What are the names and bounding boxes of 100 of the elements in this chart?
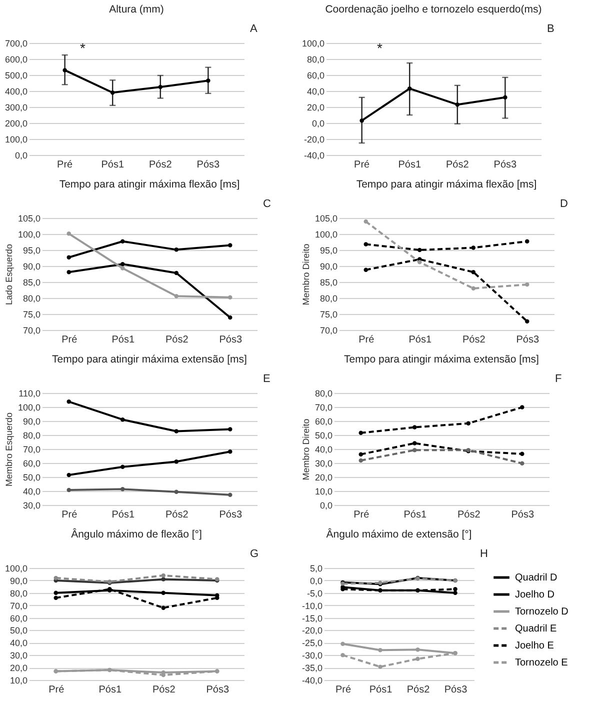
y-tick-label: -40,0 xyxy=(304,150,324,160)
point xyxy=(471,246,476,250)
y-tick-label: 0,0 xyxy=(14,150,28,160)
x-tick-label: Pós3 xyxy=(196,160,220,170)
y-tick-label: 95,0 xyxy=(320,246,338,256)
point xyxy=(520,405,524,410)
point xyxy=(161,590,166,596)
point xyxy=(416,656,420,661)
point xyxy=(174,490,178,494)
legend-label: Joelho D xyxy=(515,590,554,600)
point xyxy=(54,590,58,596)
point xyxy=(120,262,125,266)
point xyxy=(340,642,345,646)
y-tick-label: 30,0 xyxy=(314,458,332,468)
point xyxy=(412,425,417,430)
x-tick-label: Pré xyxy=(354,510,370,520)
point xyxy=(358,458,363,463)
point xyxy=(466,421,470,426)
chart-title: Tempo para atingir máxima flexão [ms] xyxy=(59,178,240,190)
point xyxy=(418,260,422,264)
y-tick-label: 50,0 xyxy=(10,626,28,636)
y-tick-label: 80,0 xyxy=(10,588,28,598)
y-tick-label: 300,0 xyxy=(4,102,28,112)
x-tick-label: Pós3 xyxy=(219,510,242,520)
y-tick-label: 70,0 xyxy=(10,600,28,611)
y-axis-title: Membro Direito xyxy=(300,244,311,306)
text: E xyxy=(263,373,270,385)
chart-title: Coordenação joelho e tornozelo esquerdo(ms) xyxy=(325,4,542,16)
x-tick-label: Pós3 xyxy=(219,334,242,346)
point xyxy=(228,492,232,498)
x-tick-label: Pós2 xyxy=(165,510,189,520)
y-tick-label: 80,0 xyxy=(306,54,324,64)
point xyxy=(471,286,476,291)
y-tick-label: 40,0 xyxy=(314,444,332,454)
point xyxy=(120,487,125,492)
point xyxy=(66,255,71,260)
chart-title: Ângulo máximo de extensão [°] xyxy=(326,528,472,540)
point xyxy=(364,242,368,246)
y-tick-label: 60,0 xyxy=(314,416,332,426)
point xyxy=(416,648,420,652)
point xyxy=(340,652,345,658)
y-tick-label: 80,0 xyxy=(320,294,338,304)
y-tick-label: 20,0 xyxy=(10,663,28,674)
x-tick-label: Pós3 xyxy=(206,684,230,696)
point xyxy=(378,664,382,669)
point xyxy=(358,452,363,456)
y-tick-label: 100,0 xyxy=(314,230,338,240)
y-tick-label: 600,0 xyxy=(4,54,28,64)
point xyxy=(110,90,115,95)
x-tick-label: Pós1 xyxy=(98,684,122,696)
x-tick-label: Pós2 xyxy=(462,334,486,346)
text: C xyxy=(263,198,271,210)
point xyxy=(66,400,71,404)
y-tick-label: 0,0 xyxy=(310,576,322,586)
x-tick-label: Pós2 xyxy=(457,510,481,520)
point xyxy=(525,319,530,324)
point xyxy=(62,68,67,72)
x-tick-label: Pré xyxy=(57,160,74,170)
text: G xyxy=(250,548,259,560)
legend-label: Tornozelo E xyxy=(515,658,568,668)
point xyxy=(412,441,417,446)
point xyxy=(120,417,125,422)
y-tick-label: 70,0 xyxy=(314,402,332,412)
x-tick-label: Pós2 xyxy=(406,684,430,696)
y-tick-label: 50,0 xyxy=(22,472,40,482)
legend-label: Joelho E xyxy=(515,640,554,652)
y-tick-label: 50,0 xyxy=(314,430,332,440)
point xyxy=(158,84,163,90)
y-tick-label: 30,0 xyxy=(22,500,40,510)
x-tick-label: Pós1 xyxy=(398,160,422,170)
point xyxy=(378,648,382,652)
y-tick-label: 100,0 xyxy=(4,564,28,574)
legend-label: Tornozelo D xyxy=(515,606,568,618)
point xyxy=(161,577,166,582)
y-tick-label: -35,0 xyxy=(302,663,322,674)
x-tick-label: Pós3 xyxy=(511,510,534,520)
chart-title: Altura (mm) xyxy=(109,4,164,16)
y-tick-label: 400,0 xyxy=(4,86,28,96)
x-tick-label: Pós3 xyxy=(516,334,540,346)
y-tick-label: 85,0 xyxy=(22,278,40,288)
y-tick-label: 70,0 xyxy=(320,326,338,336)
text: H xyxy=(480,548,488,560)
y-tick-label: 70,0 xyxy=(22,444,40,454)
point xyxy=(520,461,524,466)
y-tick-label: 110,0 xyxy=(18,388,40,398)
x-tick-label: Pré xyxy=(48,684,65,696)
point xyxy=(66,270,71,274)
y-tick-label: 40,0 xyxy=(306,86,324,96)
point xyxy=(364,268,368,272)
point xyxy=(54,576,58,580)
y-axis-title: Membro Esquerdo xyxy=(4,412,14,487)
point xyxy=(174,248,178,252)
point xyxy=(120,266,125,270)
point xyxy=(206,78,210,83)
point xyxy=(228,450,232,454)
y-tick-label: -20,0 xyxy=(302,626,322,636)
y-tick-label: 200,0 xyxy=(4,118,28,128)
chart-title: Tempo para atingir máxima extensão [ms] xyxy=(344,354,540,366)
point xyxy=(358,430,363,436)
y-axis-title: Membro Direito xyxy=(300,418,311,480)
